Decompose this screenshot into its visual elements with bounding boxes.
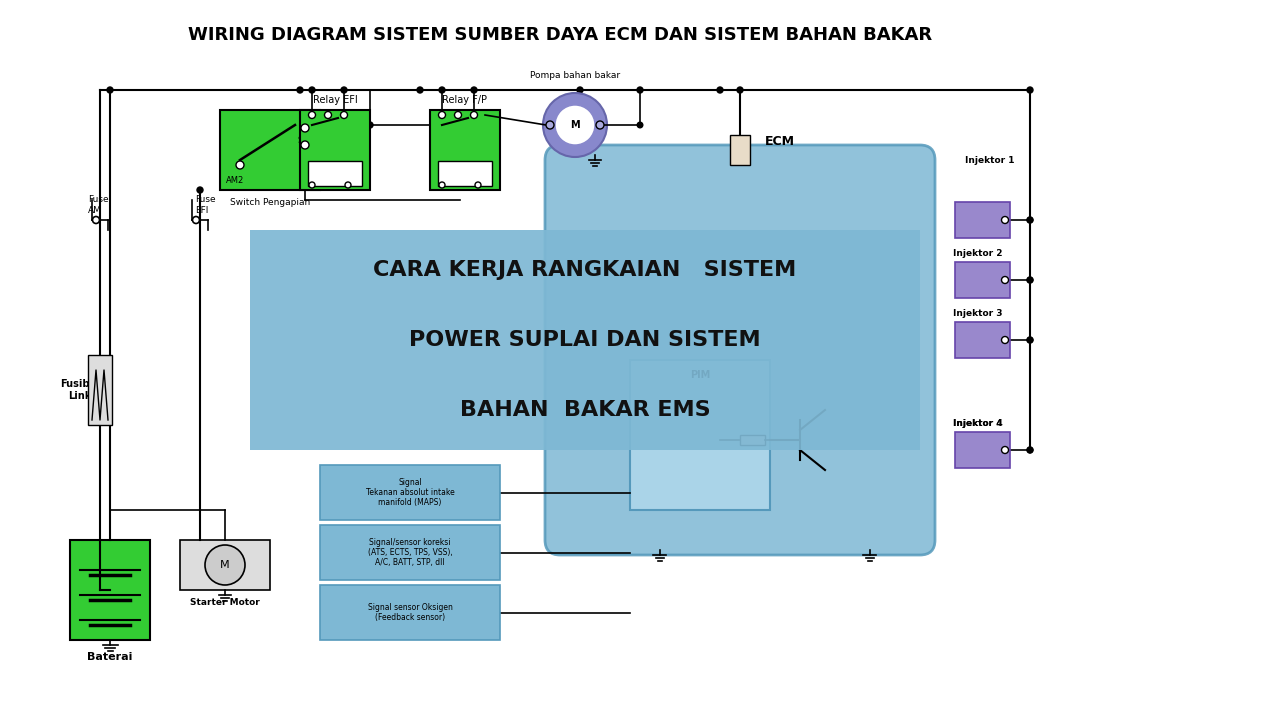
FancyBboxPatch shape — [320, 585, 500, 640]
Text: WIRING DIAGRAM SISTEM SUMBER DAYA ECM DAN SISTEM BAHAN BAKAR: WIRING DIAGRAM SISTEM SUMBER DAYA ECM DA… — [188, 26, 932, 44]
Text: POWER SUPLAI DAN SISTEM: POWER SUPLAI DAN SISTEM — [410, 330, 760, 350]
Circle shape — [192, 217, 200, 223]
FancyBboxPatch shape — [320, 465, 500, 520]
FancyBboxPatch shape — [545, 145, 934, 555]
Text: BAHAN  BAKAR EMS: BAHAN BAKAR EMS — [460, 400, 710, 420]
Circle shape — [417, 87, 422, 93]
Circle shape — [577, 87, 582, 93]
Circle shape — [475, 182, 481, 188]
Circle shape — [1001, 217, 1009, 223]
Circle shape — [1027, 87, 1033, 93]
Text: M: M — [570, 120, 580, 130]
Text: IG2: IG2 — [298, 115, 312, 125]
Circle shape — [543, 93, 607, 157]
Circle shape — [1001, 276, 1009, 284]
Circle shape — [205, 545, 244, 585]
Circle shape — [108, 87, 113, 93]
FancyBboxPatch shape — [250, 230, 920, 450]
Circle shape — [301, 124, 308, 132]
Circle shape — [308, 87, 315, 93]
FancyBboxPatch shape — [955, 262, 1010, 298]
Text: Injektor 4: Injektor 4 — [954, 419, 1002, 428]
FancyBboxPatch shape — [438, 161, 492, 186]
Text: Fusible
Link: Fusible Link — [60, 379, 100, 401]
FancyBboxPatch shape — [955, 322, 1010, 358]
Text: Fuse
EFI: Fuse EFI — [195, 195, 215, 215]
Text: M: M — [220, 560, 230, 570]
Circle shape — [346, 182, 351, 188]
Circle shape — [1027, 277, 1033, 283]
Circle shape — [325, 112, 332, 119]
Circle shape — [596, 121, 604, 129]
Circle shape — [737, 87, 742, 93]
Text: Baterai: Baterai — [87, 652, 133, 662]
Circle shape — [471, 112, 477, 119]
Circle shape — [471, 87, 477, 93]
Text: Starter Motor: Starter Motor — [191, 598, 260, 607]
Text: Injektor 4: Injektor 4 — [954, 419, 1002, 428]
Text: ST2: ST2 — [297, 135, 312, 145]
Circle shape — [1027, 337, 1033, 343]
Circle shape — [454, 112, 462, 119]
Text: Pompa bahan bakar: Pompa bahan bakar — [530, 71, 620, 80]
FancyBboxPatch shape — [88, 355, 113, 425]
Circle shape — [297, 87, 303, 93]
Text: PIM: PIM — [690, 370, 710, 380]
Circle shape — [637, 122, 643, 128]
Circle shape — [1001, 336, 1009, 343]
Text: Signal
Tekanan absolut intake
manifold (MAPS): Signal Tekanan absolut intake manifold (… — [366, 477, 454, 508]
FancyBboxPatch shape — [300, 110, 370, 190]
FancyBboxPatch shape — [320, 525, 500, 580]
Circle shape — [556, 105, 595, 145]
Circle shape — [1027, 447, 1033, 453]
Circle shape — [1001, 446, 1009, 454]
Text: Injektor 3: Injektor 3 — [954, 309, 1002, 318]
Circle shape — [92, 217, 100, 223]
Circle shape — [236, 161, 244, 169]
Circle shape — [439, 182, 445, 188]
Text: Switch Pengapian: Switch Pengapian — [230, 198, 310, 207]
Text: Signal/sensor koreksi
(ATS, ECTS, TPS, VSS),
A/C, BATT, STP, dll: Signal/sensor koreksi (ATS, ECTS, TPS, V… — [367, 538, 452, 567]
Text: Injektor 1: Injektor 1 — [965, 156, 1015, 165]
FancyBboxPatch shape — [430, 110, 500, 190]
FancyBboxPatch shape — [630, 360, 771, 510]
Text: AM2: AM2 — [225, 176, 244, 184]
FancyBboxPatch shape — [955, 432, 1010, 468]
Circle shape — [1027, 217, 1033, 222]
FancyBboxPatch shape — [308, 161, 362, 186]
Text: Injektor 2: Injektor 2 — [954, 249, 1002, 258]
Circle shape — [637, 87, 643, 93]
Text: Relay EFI: Relay EFI — [312, 95, 357, 105]
Text: Relay F/P: Relay F/P — [443, 95, 488, 105]
Circle shape — [340, 87, 347, 93]
Circle shape — [1027, 277, 1033, 283]
Text: Signal sensor Oksigen
(Feedback sensor): Signal sensor Oksigen (Feedback sensor) — [367, 603, 452, 622]
Circle shape — [439, 112, 445, 119]
Text: E/G: E/G — [342, 120, 357, 130]
Circle shape — [1027, 337, 1033, 343]
Circle shape — [301, 141, 308, 149]
Text: CARA KERJA RANGKAIAN   SISTEM: CARA KERJA RANGKAIAN SISTEM — [374, 260, 796, 280]
Circle shape — [308, 112, 315, 119]
Circle shape — [367, 122, 372, 128]
Circle shape — [1027, 217, 1033, 223]
FancyBboxPatch shape — [730, 135, 750, 165]
Circle shape — [717, 87, 723, 93]
FancyBboxPatch shape — [70, 540, 150, 640]
FancyBboxPatch shape — [180, 540, 270, 590]
Text: Fuse
AM: Fuse AM — [88, 195, 109, 215]
Circle shape — [1027, 447, 1033, 453]
Circle shape — [197, 187, 204, 193]
FancyBboxPatch shape — [220, 110, 320, 190]
FancyBboxPatch shape — [955, 202, 1010, 238]
Circle shape — [547, 121, 554, 129]
Circle shape — [340, 112, 347, 119]
Circle shape — [439, 87, 445, 93]
Text: ECM: ECM — [765, 135, 795, 148]
FancyBboxPatch shape — [740, 435, 765, 445]
Circle shape — [308, 182, 315, 188]
